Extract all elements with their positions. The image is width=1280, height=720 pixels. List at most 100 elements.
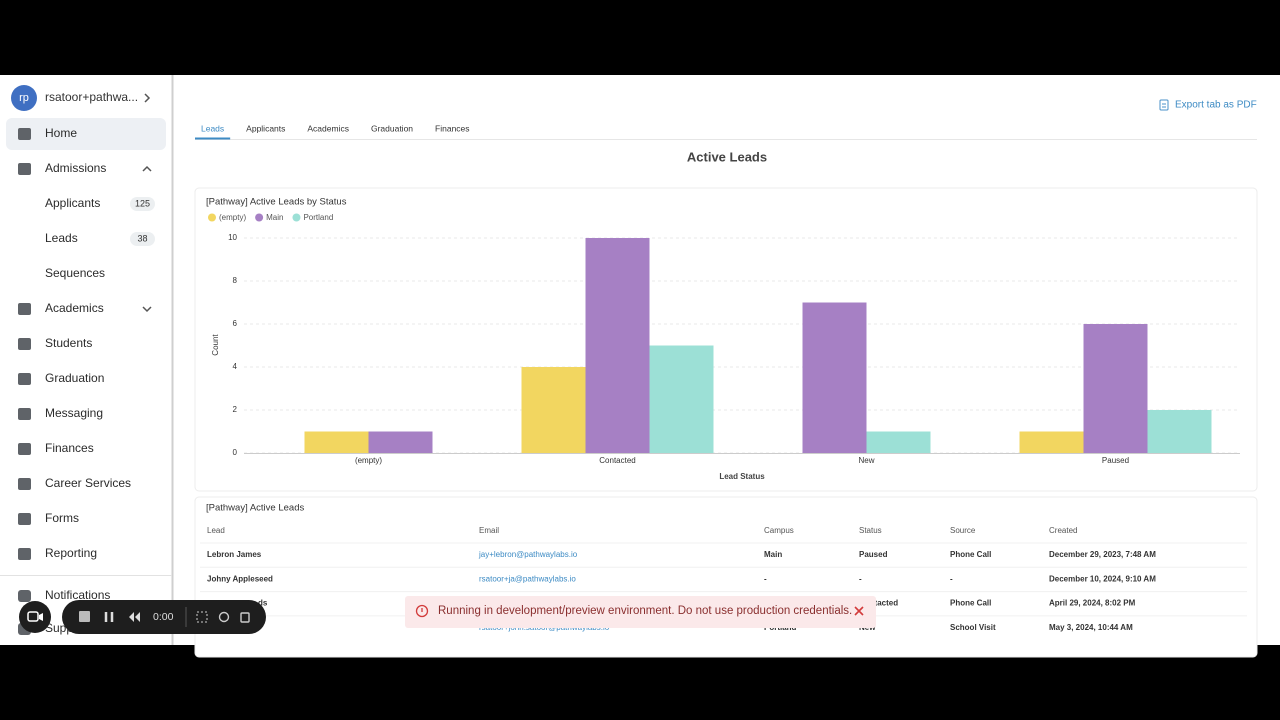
grid-button[interactable] [196, 611, 208, 623]
nav-item[interactable]: Messaging [45, 406, 103, 420]
bar [585, 238, 650, 453]
bar [1019, 431, 1084, 453]
chart-card [194, 187, 1258, 492]
pause-button[interactable] [104, 612, 114, 622]
chart-title: [Pathway] Active Leads by Status [206, 197, 347, 208]
tab[interactable]: Graduation [371, 123, 413, 133]
y-tick-label: 10 [228, 233, 237, 242]
nav-chevron [142, 165, 152, 172]
nav-item[interactable]: Reporting [45, 546, 97, 560]
table-title: [Pathway] Active Leads [206, 503, 304, 514]
nav-badge: 125 [135, 198, 150, 208]
nav-item[interactable]: Finances [45, 441, 94, 455]
account-name[interactable]: rsatoor+pathwa... [45, 90, 138, 104]
legend-swatch [255, 213, 264, 222]
column-header[interactable]: Status [859, 526, 882, 535]
toast-close[interactable] [854, 606, 864, 616]
toast-icon [415, 604, 429, 618]
nav-item[interactable]: Notifications [45, 588, 110, 602]
avatar-initials: rp [19, 92, 29, 104]
recording-time: 0:00 [153, 611, 174, 623]
column-header[interactable]: Email [479, 526, 499, 535]
bar [802, 302, 867, 453]
nav-icon [18, 548, 31, 560]
y-tick-label: 6 [233, 319, 238, 328]
table-cell: Johny Appleseed [207, 574, 273, 583]
nav-icon [18, 163, 31, 175]
column-header[interactable]: Campus [764, 526, 794, 535]
legend-swatch [208, 213, 216, 222]
nav-item[interactable]: Career Services [45, 476, 131, 490]
recording-bar [62, 600, 266, 634]
nav-badge-bg [130, 197, 155, 211]
tab[interactable]: Finances [435, 123, 470, 133]
table-cell: rsatoor+ja@pathwaylabs.io [479, 574, 576, 583]
table-cell: - [859, 574, 862, 583]
nav-icon [18, 373, 31, 385]
y-tick-label: 8 [233, 276, 238, 285]
y-tick-label: 2 [233, 405, 238, 414]
nav-active-bg [6, 118, 166, 150]
camera-lens [39, 613, 43, 621]
avatar [11, 85, 37, 111]
column-header[interactable]: Created [1049, 526, 1077, 535]
restart-button[interactable] [218, 611, 230, 623]
export-button[interactable]: Export tab as PDF [1175, 100, 1257, 111]
nav-item[interactable]: Leads [45, 231, 78, 245]
x-tick-label: (empty) [355, 456, 382, 465]
delete-button[interactable] [240, 612, 250, 623]
nav-chevron [142, 306, 152, 313]
table-cell: - [950, 574, 953, 583]
nav-item[interactable]: Academics [45, 301, 104, 315]
stop-button[interactable] [79, 611, 90, 622]
y-tick-label: 0 [233, 448, 238, 457]
table-cell: School Visit [950, 623, 996, 632]
table-cell: Phone Call [950, 599, 991, 608]
nav-icon [18, 408, 31, 420]
tab[interactable]: Academics [307, 123, 349, 133]
nav-item[interactable]: Students [45, 336, 92, 350]
nav-item[interactable]: Admissions [45, 161, 106, 175]
bar [521, 367, 586, 453]
legend-label: (empty) [219, 213, 246, 222]
x-tick-label: Contacted [599, 456, 635, 465]
legend-swatch [292, 213, 301, 222]
nav-item[interactable]: Forms [45, 511, 79, 525]
table-cell: ds [258, 599, 268, 608]
rewind-button[interactable] [129, 612, 140, 622]
nav-item[interactable]: Graduation [45, 371, 104, 385]
column-header[interactable]: Lead [207, 526, 225, 535]
column-header[interactable]: Source [950, 526, 976, 535]
legend-label: Portland [303, 213, 333, 222]
nav-item[interactable]: Applicants [45, 196, 100, 210]
nav-icon [18, 338, 31, 350]
nav-icon [18, 478, 31, 490]
record-camera-button[interactable] [19, 601, 51, 633]
table-cell: Paused [859, 550, 888, 559]
account-chevron [144, 93, 151, 103]
legend-label: Main [266, 213, 283, 222]
x-tick-label: New [858, 456, 874, 465]
bar [649, 345, 714, 453]
export-icon [1159, 99, 1169, 111]
y-axis-label: Count [211, 334, 220, 356]
bar [866, 431, 931, 453]
page-title: Active Leads [687, 149, 767, 164]
table-cell: Contacted [859, 599, 898, 608]
table-cell: May 3, 2024, 10:44 AM [1049, 623, 1133, 632]
tab[interactable]: Leads [201, 123, 224, 133]
bar [304, 431, 369, 453]
bar [368, 431, 433, 453]
tab[interactable]: Applicants [246, 123, 285, 133]
nav-item[interactable]: Sequences [45, 266, 105, 280]
toast-message: Running in development/preview environme… [438, 605, 852, 617]
table-cell: December 29, 2023, 7:48 AM [1049, 550, 1156, 559]
x-axis-label: Lead Status [719, 472, 765, 481]
toast [405, 596, 876, 628]
x-tick-label: Paused [1102, 456, 1129, 465]
table-cell: jay+lebron@pathwaylabs.io [478, 550, 578, 559]
table-cell: Lebron James [207, 550, 262, 559]
nav-item[interactable]: Home [45, 126, 77, 140]
nav-icon [18, 443, 31, 455]
